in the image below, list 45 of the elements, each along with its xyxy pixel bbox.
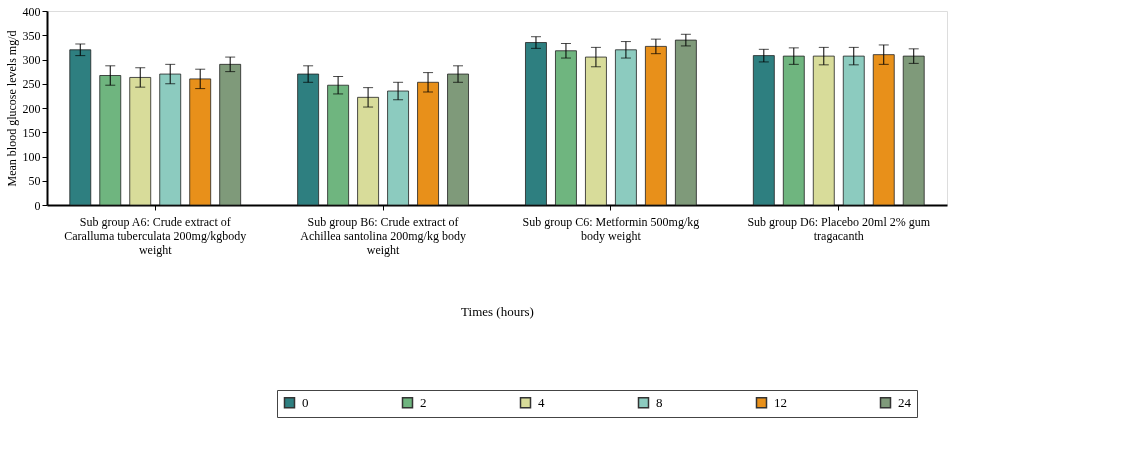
y-tick-label: 350 <box>22 28 41 43</box>
bar <box>902 55 925 206</box>
x-axis-title: Times (hours) <box>461 303 534 319</box>
legend-label: 24 <box>898 394 912 410</box>
legend-label: 12 <box>774 394 787 410</box>
x-tick-label: Sub group D6: Placebo 20ml 2% gum tragacanth <box>747 214 931 243</box>
bar <box>219 63 242 206</box>
legend-label: 2 <box>420 394 427 410</box>
bar <box>189 78 212 206</box>
y-tick-label: 250 <box>22 77 41 92</box>
bar <box>327 84 349 206</box>
y-tick-label: 400 <box>22 4 41 19</box>
bar <box>752 55 775 206</box>
bar <box>645 46 667 206</box>
x-tick-label: Sub group C6: Metformin 500mg/kg body weight <box>522 214 700 243</box>
y-axis-title: Mean blood glucose levels mg/d <box>4 30 19 187</box>
x-tick-label: Sub group B6: Crude extract of Achillea santolina 200mg/kg body weight <box>300 214 466 257</box>
bar <box>525 42 547 206</box>
bar <box>615 49 637 206</box>
bar <box>99 75 122 206</box>
bar <box>842 55 865 206</box>
bar <box>447 73 469 206</box>
bar <box>129 77 152 206</box>
bar <box>387 90 409 206</box>
bar <box>782 55 805 206</box>
bar <box>812 55 835 206</box>
legend-label: 8 <box>656 394 663 410</box>
bar <box>159 73 182 206</box>
legend-label: 4 <box>538 394 545 410</box>
y-tick-label: 0 <box>34 198 41 213</box>
y-tick-label: 100 <box>22 150 41 164</box>
legend-label: 0 <box>302 394 309 410</box>
y-tick-label: 50 <box>28 174 41 189</box>
y-tick-label: 200 <box>22 101 41 116</box>
bar <box>357 96 379 206</box>
bar <box>585 56 607 206</box>
bar <box>417 81 439 206</box>
bar <box>555 50 577 206</box>
y-tick-label: 300 <box>22 53 41 67</box>
x-tick-label: Sub group A6: Crude extract of Caralluma tuberculata 200mg/kgbody weight <box>64 214 247 257</box>
bar <box>69 49 92 206</box>
bar <box>674 39 697 206</box>
bar <box>872 54 895 206</box>
bar <box>297 73 320 206</box>
y-tick-label: 150 <box>22 125 41 140</box>
